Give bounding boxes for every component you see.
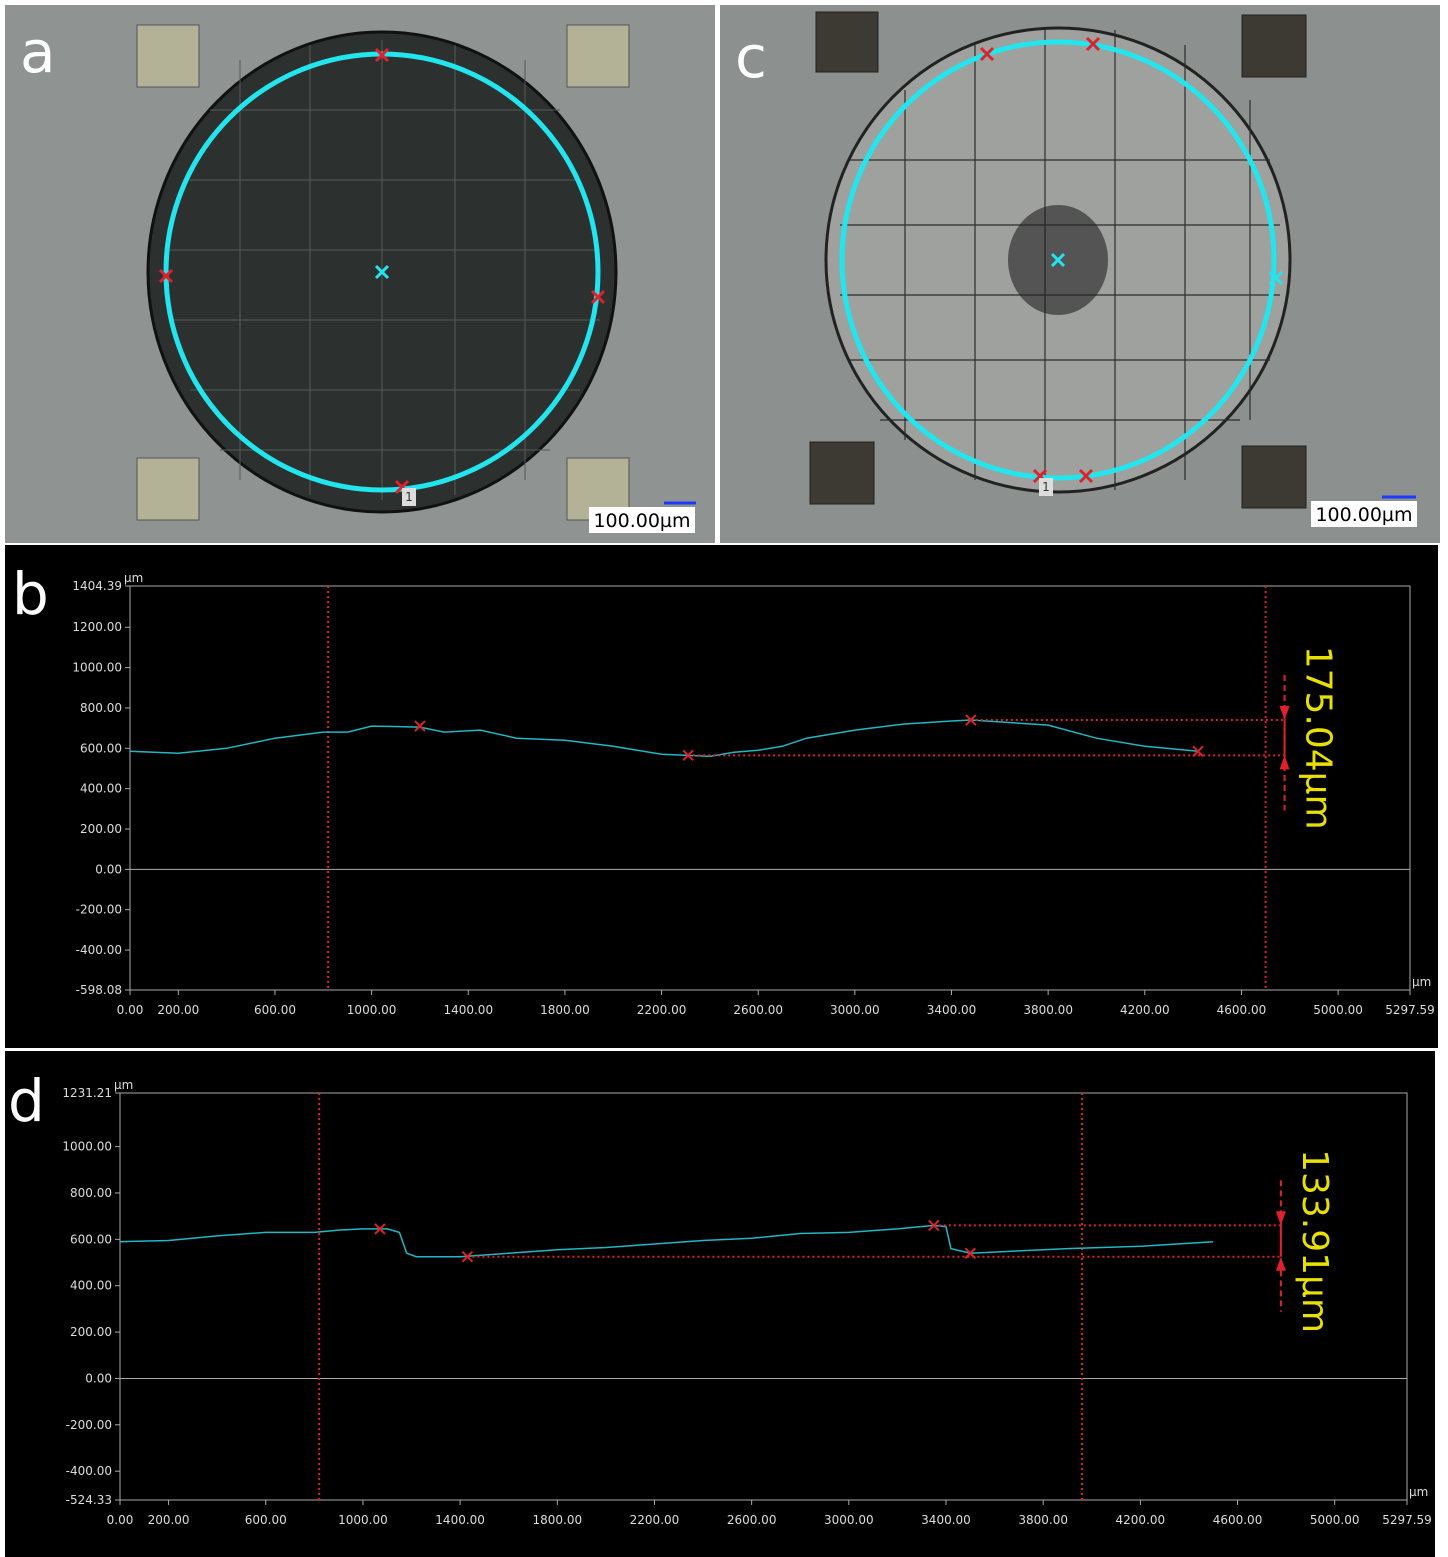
- scale-bar: 100.00µm: [593, 510, 690, 532]
- x-tick-label: 5000.00: [1313, 1003, 1363, 1017]
- x-unit: µm: [1412, 975, 1431, 989]
- x-tick-label: 1000.00: [347, 1003, 397, 1017]
- y-tick-label: 800.00: [80, 701, 122, 715]
- x-tick-label: 3800.00: [1018, 1513, 1068, 1527]
- x-tick-label: 5297.59: [1382, 1513, 1432, 1527]
- x-tick-label: 5297.59: [1385, 1003, 1435, 1017]
- scale-bar: 100.00µm: [1315, 504, 1412, 526]
- x-tick-label: 3000.00: [824, 1513, 874, 1527]
- x-tick-label: 0.00: [117, 1003, 144, 1017]
- x-tick-label: 4600.00: [1213, 1513, 1263, 1527]
- measurement: 175.04µm: [1298, 646, 1339, 830]
- micrograph-a: 1 100.00µm a: [5, 5, 715, 543]
- figure: 1 100.00µm a 1 100.00µm c b -598.08 -400.0…: [0, 0, 1448, 1557]
- y-tick-label: 600.00: [80, 741, 122, 755]
- x-tick-label: 4600.00: [1217, 1003, 1267, 1017]
- x-tick-label: 5000.00: [1310, 1513, 1360, 1527]
- y-tick-label: 1000.00: [72, 661, 122, 675]
- x-tick-label: 200.00: [148, 1513, 190, 1527]
- y-tick-label: -400.00: [66, 1464, 112, 1478]
- y-tick-label: 0.00: [85, 1371, 112, 1385]
- y-tick-label: 200.00: [70, 1325, 112, 1339]
- y-tick-label: 400.00: [70, 1279, 112, 1293]
- y-tick-label: 400.00: [80, 782, 122, 796]
- y-tick-label: 1200.00: [72, 620, 122, 634]
- x-tick-label: 4200.00: [1120, 1003, 1170, 1017]
- x-tick-label: 1400.00: [443, 1003, 493, 1017]
- y-tick-label: 200.00: [80, 822, 122, 836]
- y-tick-label: 800.00: [70, 1186, 112, 1200]
- chart-b-bg: [5, 545, 1438, 1048]
- x-unit: µm: [1409, 1485, 1428, 1499]
- x-tick-label: 1400.00: [435, 1513, 485, 1527]
- panel-label: b: [12, 560, 49, 628]
- x-tick-label: 600.00: [254, 1003, 296, 1017]
- y-tick-label: -200.00: [66, 1418, 112, 1432]
- x-tick-label: 1800.00: [532, 1513, 582, 1527]
- marker-label: 1: [405, 490, 413, 504]
- y-tick-label: 1404.39: [72, 579, 122, 593]
- y-tick-label: -400.00: [76, 943, 122, 957]
- x-tick-label: 4200.00: [1116, 1513, 1166, 1527]
- x-tick-label: 3000.00: [830, 1003, 880, 1017]
- x-tick-label: 0.00: [107, 1513, 134, 1527]
- x-tick-label: 2200.00: [637, 1003, 687, 1017]
- y-tick-label: -598.08: [76, 983, 122, 997]
- panel-label: d: [8, 1067, 45, 1135]
- x-tick-label: 3400.00: [921, 1513, 971, 1527]
- chart-d-bg: [5, 1051, 1435, 1557]
- x-tick-label: 2600.00: [733, 1003, 783, 1017]
- x-tick-label: 1000.00: [338, 1513, 388, 1527]
- x-tick-label: 2600.00: [727, 1513, 777, 1527]
- x-tick-label: 2200.00: [630, 1513, 680, 1527]
- measurement: 133.91µm: [1294, 1149, 1335, 1333]
- x-tick-label: 3400.00: [927, 1003, 977, 1017]
- y-unit: µm: [114, 1078, 133, 1092]
- x-tick-label: 1800.00: [540, 1003, 590, 1017]
- y-tick-label: -200.00: [76, 903, 122, 917]
- marker-label: 1: [1042, 480, 1050, 494]
- panel-label: a: [20, 18, 56, 86]
- y-tick-label: 1231.21: [62, 1086, 112, 1100]
- y-unit: µm: [124, 571, 143, 585]
- y-tick-label: 0.00: [95, 862, 122, 876]
- panel-label: c: [735, 23, 767, 91]
- x-tick-label: 200.00: [157, 1003, 199, 1017]
- y-tick-label: 600.00: [70, 1232, 112, 1246]
- y-tick-label: -524.33: [66, 1493, 112, 1507]
- micrograph-c: 1 100.00µm c: [720, 5, 1440, 543]
- x-tick-label: 600.00: [245, 1513, 287, 1527]
- x-tick-label: 3800.00: [1023, 1003, 1073, 1017]
- y-tick-label: 1000.00: [62, 1140, 112, 1154]
